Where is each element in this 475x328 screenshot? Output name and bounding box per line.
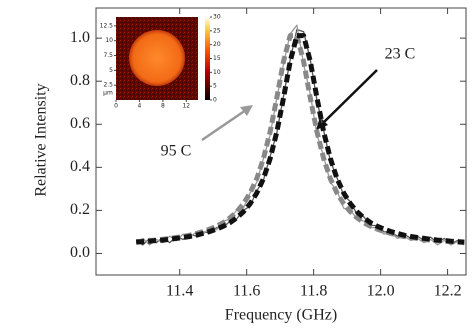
x-tick-label: 11.8 bbox=[300, 283, 327, 300]
x-tick-label: 11.6 bbox=[233, 283, 260, 300]
y-tick-label: 0.6 bbox=[70, 115, 90, 132]
colorbar-tick-label: 25 bbox=[213, 27, 221, 34]
x-tick-label: 11.4 bbox=[166, 283, 193, 300]
inset-y-tick-label: 5 bbox=[109, 67, 113, 74]
y-axis-label: Relative Intensity bbox=[33, 83, 50, 196]
inset: μm 0 4 8 12 2.5 5 7.5 10 12.5 0 5 10 15 20 25 30 bbox=[100, 14, 221, 110]
page: μm 0 4 8 12 2.5 5 7.5 10 12.5 0 5 10 15 20 25 30 Freque… bbox=[0, 0, 475, 328]
arrow bbox=[322, 70, 377, 124]
colorbar bbox=[205, 17, 210, 100]
inset-y-tick-label: 2.5 bbox=[103, 82, 113, 89]
annotation: 23 C bbox=[385, 46, 416, 63]
y-tick-label: 1.0 bbox=[70, 29, 90, 46]
inset-y-label: μm bbox=[103, 90, 113, 97]
x-tick-label: 12.0 bbox=[367, 283, 395, 300]
x-tick-label: 12.2 bbox=[434, 283, 462, 300]
colorbar-tick-label: 20 bbox=[213, 41, 221, 48]
colorbar-tick-label: 0 bbox=[213, 97, 217, 104]
y-tick-label: 0.0 bbox=[70, 244, 90, 261]
x-axis-label: Frequency (GHz) bbox=[225, 307, 337, 324]
y-tick-label: 0.8 bbox=[70, 72, 90, 89]
inset-x-tick-label: 8 bbox=[161, 103, 165, 110]
inset-y-tick-label: 7.5 bbox=[103, 52, 113, 59]
inset-disk bbox=[129, 30, 185, 86]
colorbar-tick-label: 5 bbox=[213, 83, 217, 90]
arrow bbox=[202, 110, 246, 140]
inset-x-tick-label: 4 bbox=[138, 103, 142, 110]
arrowhead bbox=[240, 105, 253, 116]
inset-y-tick-label: 10 bbox=[105, 37, 113, 44]
annotation: 95 C bbox=[161, 143, 192, 160]
colorbar-tick-label: 30 bbox=[213, 14, 221, 21]
colorbar-tick-label: 15 bbox=[213, 55, 221, 62]
y-tick-label: 0.4 bbox=[70, 158, 90, 175]
inset-x-tick-label: 12 bbox=[182, 103, 190, 110]
inset-x-tick-label: 0 bbox=[114, 103, 118, 110]
y-tick-label: 0.2 bbox=[70, 201, 90, 218]
inset-y-tick-label: 12.5 bbox=[100, 22, 114, 29]
chart: μm 0 4 8 12 2.5 5 7.5 10 12.5 0 5 10 15 20 25 30 Freque… bbox=[0, 0, 475, 328]
colorbar-tick-label: 10 bbox=[213, 69, 221, 76]
